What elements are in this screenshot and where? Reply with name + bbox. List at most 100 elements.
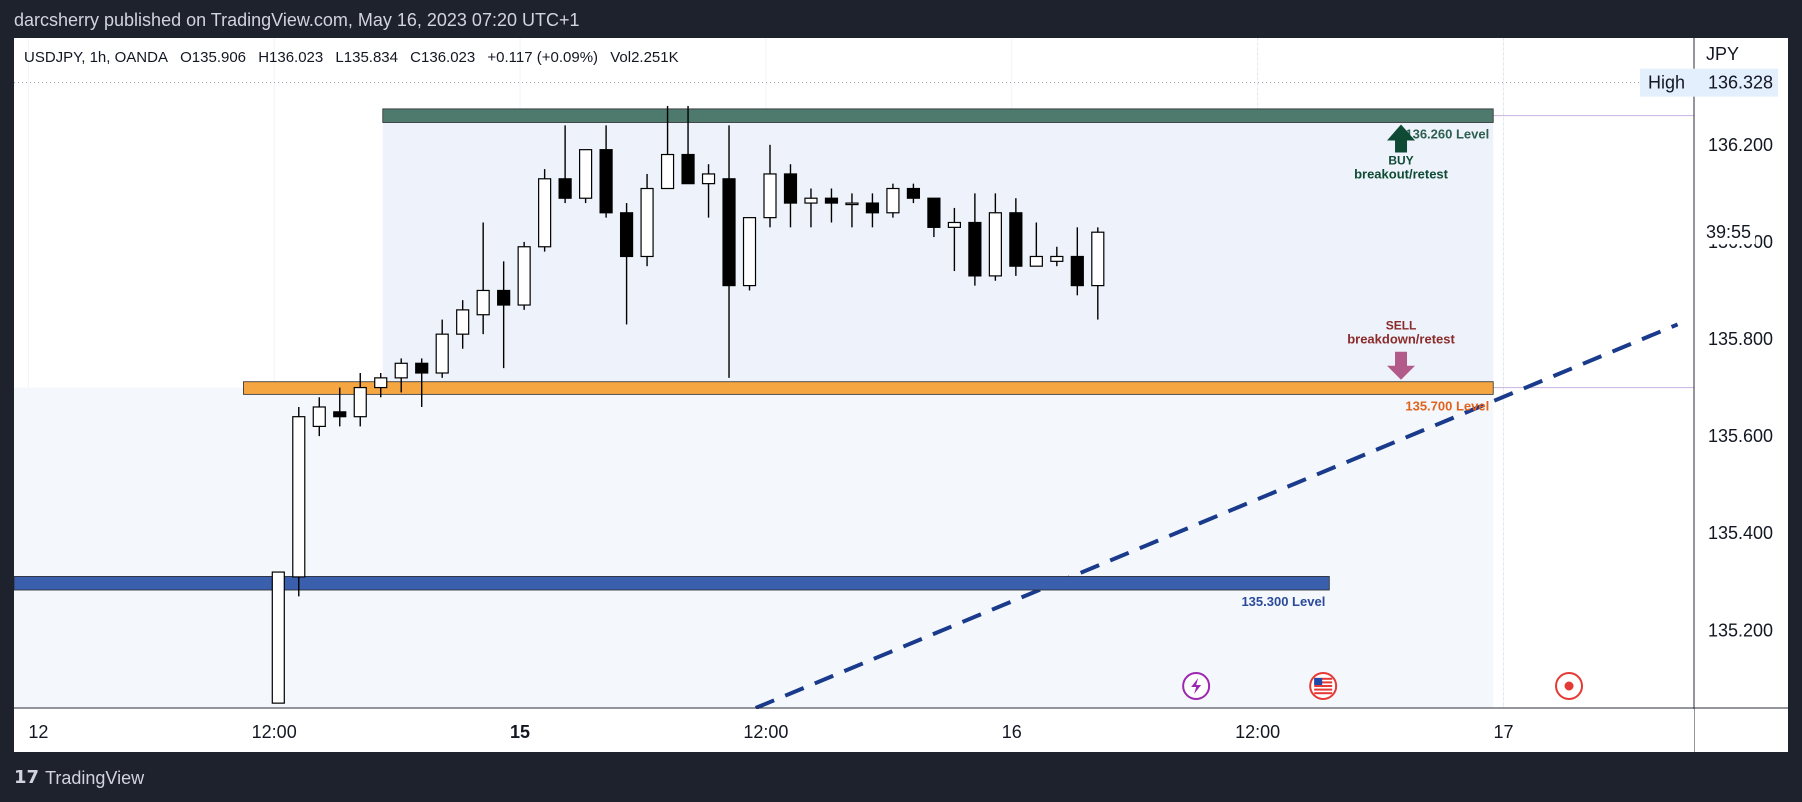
lower-area — [14, 387, 1494, 708]
candle-body — [681, 153, 695, 185]
level-label-0: 136.260 Level — [1405, 126, 1489, 141]
flag-stripe — [1314, 685, 1333, 687]
candle-body — [292, 416, 306, 578]
candle-body — [333, 411, 347, 418]
countdown-bg — [1695, 218, 1755, 245]
candle-body — [722, 178, 736, 287]
level-label-2: 135.300 Level — [1241, 594, 1325, 609]
y-tick-label: 135.800 — [1708, 329, 1773, 349]
candle-body — [906, 187, 921, 199]
candle-body — [1070, 255, 1084, 287]
sell-label: SELL — [1386, 319, 1417, 333]
candle-body — [353, 386, 367, 418]
y-tick-label: 135.400 — [1708, 523, 1773, 543]
high-label-bg — [1640, 68, 1778, 97]
flag-stripe — [1314, 677, 1333, 680]
x-tick-label: 12:00 — [743, 722, 788, 742]
footer-brand[interactable]: TradingView — [45, 768, 145, 788]
level-band-0 — [382, 108, 1494, 123]
candle-body — [271, 571, 285, 704]
chart-frame[interactable]: 136.260 Level 135.700 Level 135.300 Level B… — [14, 38, 1788, 752]
flag-stripe — [1314, 688, 1333, 691]
candle-body — [640, 187, 654, 258]
candle-body — [660, 153, 675, 190]
sell-arrow-icon — [1387, 351, 1416, 380]
candle-body — [538, 178, 552, 248]
candle-body — [886, 187, 900, 214]
legend-low: L135.834 — [335, 49, 398, 66]
tradingview-logo-icon[interactable]: 17 — [14, 767, 40, 788]
price-axis — [1694, 38, 1788, 708]
candle-body — [497, 289, 511, 306]
y-tick-label: 135.600 — [1708, 426, 1773, 446]
candle-body — [763, 173, 777, 219]
x-tick-label: 12 — [28, 722, 48, 742]
candle-body — [783, 173, 798, 204]
candle-body — [517, 246, 531, 306]
candle-body — [619, 212, 634, 258]
candle-body — [947, 221, 961, 228]
candle-body — [599, 149, 613, 214]
ohlc-legend: USDJPY, 1h, OANDA O135.906 H136.023 L135… — [24, 48, 687, 68]
us-flag-icon — [1309, 672, 1338, 700]
lightning-icon — [1182, 672, 1211, 700]
level-label-1: 135.700 Level — [1405, 398, 1489, 413]
footer: 17 TradingView — [14, 764, 144, 792]
trendline — [754, 322, 1679, 710]
candle-body — [845, 202, 859, 206]
buy-sublabel: breakout/retest — [1354, 166, 1449, 181]
candle-body — [701, 173, 716, 185]
x-tick-label: 12:00 — [252, 722, 297, 742]
candle-body — [988, 212, 1002, 277]
buy-label: BUY — [1388, 153, 1413, 167]
flag-stripe — [1314, 692, 1333, 695]
candle-body — [476, 289, 490, 316]
lightning-glyph — [1191, 678, 1202, 694]
flag-stripe — [1314, 681, 1333, 684]
candle-body — [927, 197, 941, 228]
candle-body — [558, 178, 572, 199]
high-value: 136.328 — [1708, 73, 1773, 93]
candle-body — [456, 309, 470, 335]
candlestick-chart[interactable]: 136.260 Level 135.700 Level 135.300 Level B… — [14, 38, 1788, 752]
record-dot — [1564, 681, 1574, 691]
flag-canton — [1314, 678, 1323, 685]
high-label: High — [1648, 73, 1685, 93]
record-icon — [1555, 672, 1584, 700]
range-box — [382, 115, 1494, 388]
candle-body — [1029, 255, 1043, 267]
candle-body — [312, 406, 326, 428]
candle-body — [1009, 212, 1023, 267]
x-tick-label: 15 — [510, 722, 530, 742]
y-tick-label: 136.200 — [1708, 135, 1773, 155]
publisher-line: darcsherry published on TradingView.com,… — [14, 10, 580, 30]
legend-change: +0.117 (+0.09%) — [487, 49, 599, 66]
x-tick-label: 17 — [1493, 722, 1513, 742]
currency-label: JPY — [1706, 44, 1739, 64]
x-tick-label: 16 — [1002, 722, 1022, 742]
candle-body — [435, 333, 449, 374]
sell-sublabel: breakdown/retest — [1347, 332, 1455, 347]
candle-body — [824, 197, 839, 204]
candle-body — [415, 362, 429, 374]
candle-body — [865, 202, 880, 214]
candle-body — [1050, 255, 1064, 262]
x-tick-label: 12:00 — [1235, 722, 1280, 742]
candle-body — [374, 377, 388, 389]
legend-high: H136.023 — [258, 49, 324, 66]
y-tick-label: 135.200 — [1708, 620, 1773, 640]
candle-body — [1091, 231, 1105, 287]
candle-body — [579, 149, 593, 199]
legend-symbol[interactable]: USDJPY, 1h, OANDA — [24, 49, 168, 66]
level-band-2 — [14, 576, 1330, 591]
candle-body — [804, 197, 818, 204]
currency-bg — [1695, 38, 1788, 68]
legend-close: C136.023 — [410, 49, 476, 66]
buy-arrow-icon — [1387, 124, 1416, 153]
candle-body — [968, 221, 982, 277]
candle-body — [394, 362, 408, 379]
countdown-label: 39:55 — [1706, 222, 1751, 242]
legend-volume: Vol2.251K — [610, 49, 679, 66]
level-band-1 — [243, 381, 1494, 395]
time-axis — [14, 709, 1694, 752]
